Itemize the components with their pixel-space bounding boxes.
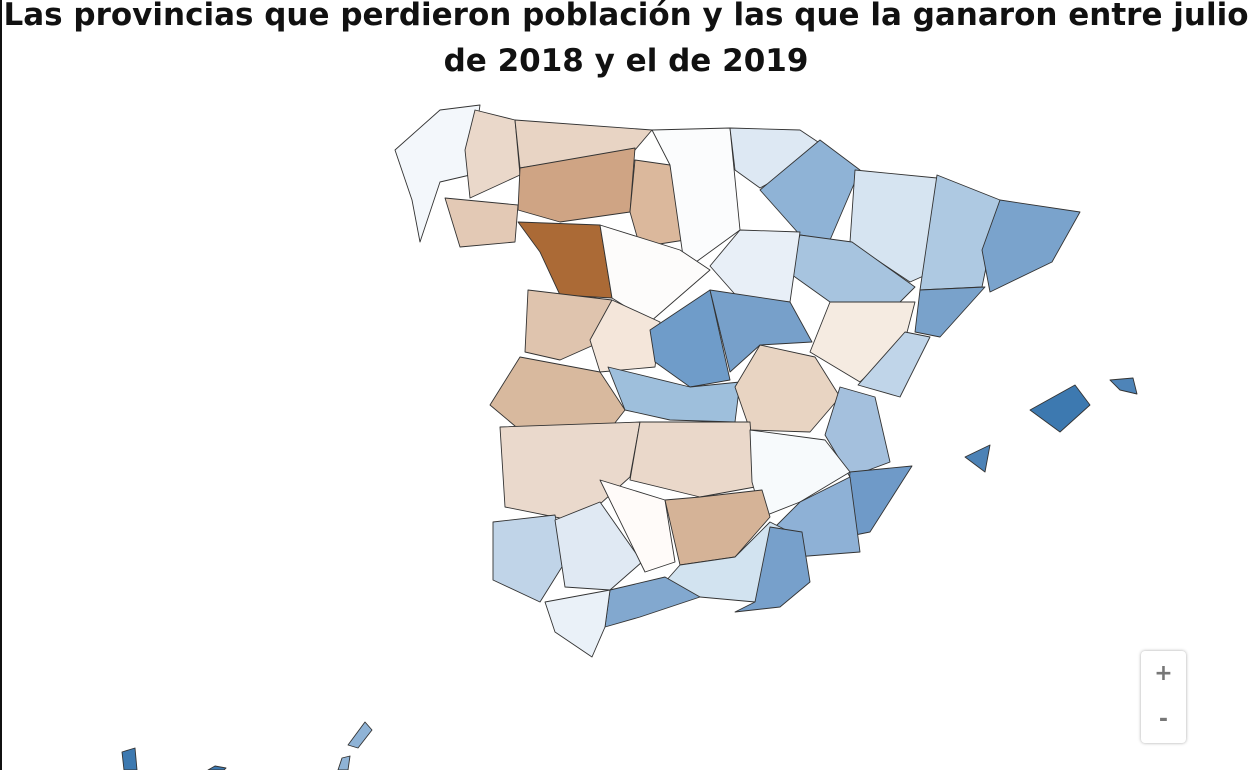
left-border — [0, 0, 2, 770]
province-region[interactable] — [544, 589, 611, 658]
zoom-control: + - — [1141, 651, 1186, 743]
province-region[interactable] — [492, 514, 566, 603]
province-region[interactable] — [554, 501, 643, 591]
province-region[interactable] — [914, 286, 986, 338]
province-region[interactable] — [599, 224, 711, 323]
province-region[interactable] — [629, 421, 756, 498]
province-region[interactable] — [524, 289, 613, 361]
province-region[interactable] — [981, 199, 1081, 293]
province-region[interactable] — [347, 721, 373, 749]
province-region[interactable] — [649, 289, 731, 388]
title-line-1: Las provincias que perdieron población y… — [3, 0, 1248, 33]
province-region[interactable] — [629, 159, 686, 248]
province-region[interactable] — [589, 299, 661, 373]
zoom-out-button[interactable]: - — [1158, 707, 1169, 732]
province-region[interactable] — [1029, 384, 1091, 433]
province-region[interactable] — [709, 289, 813, 373]
province-region[interactable] — [824, 386, 891, 478]
province-region[interactable] — [207, 765, 227, 770]
province-region[interactable] — [857, 331, 931, 398]
map-title: Las provincias que perdieron población y… — [0, 0, 1248, 84]
province-region[interactable] — [464, 109, 521, 199]
province-region[interactable] — [517, 147, 636, 223]
zoom-in-button[interactable]: + — [1154, 661, 1173, 686]
province-region[interactable] — [734, 344, 841, 433]
province-region[interactable] — [1109, 377, 1138, 395]
province-region[interactable] — [651, 127, 741, 271]
title-line-2: de 2018 y el de 2019 — [443, 43, 809, 79]
province-region[interactable] — [499, 421, 641, 523]
province-region[interactable] — [121, 747, 138, 770]
province-region[interactable] — [337, 755, 351, 770]
province-region[interactable] — [517, 221, 613, 299]
province-region[interactable] — [444, 197, 519, 248]
province-region[interactable] — [734, 526, 811, 613]
province-region[interactable] — [964, 444, 991, 473]
province-region[interactable] — [394, 104, 481, 243]
province-region[interactable] — [599, 479, 676, 573]
